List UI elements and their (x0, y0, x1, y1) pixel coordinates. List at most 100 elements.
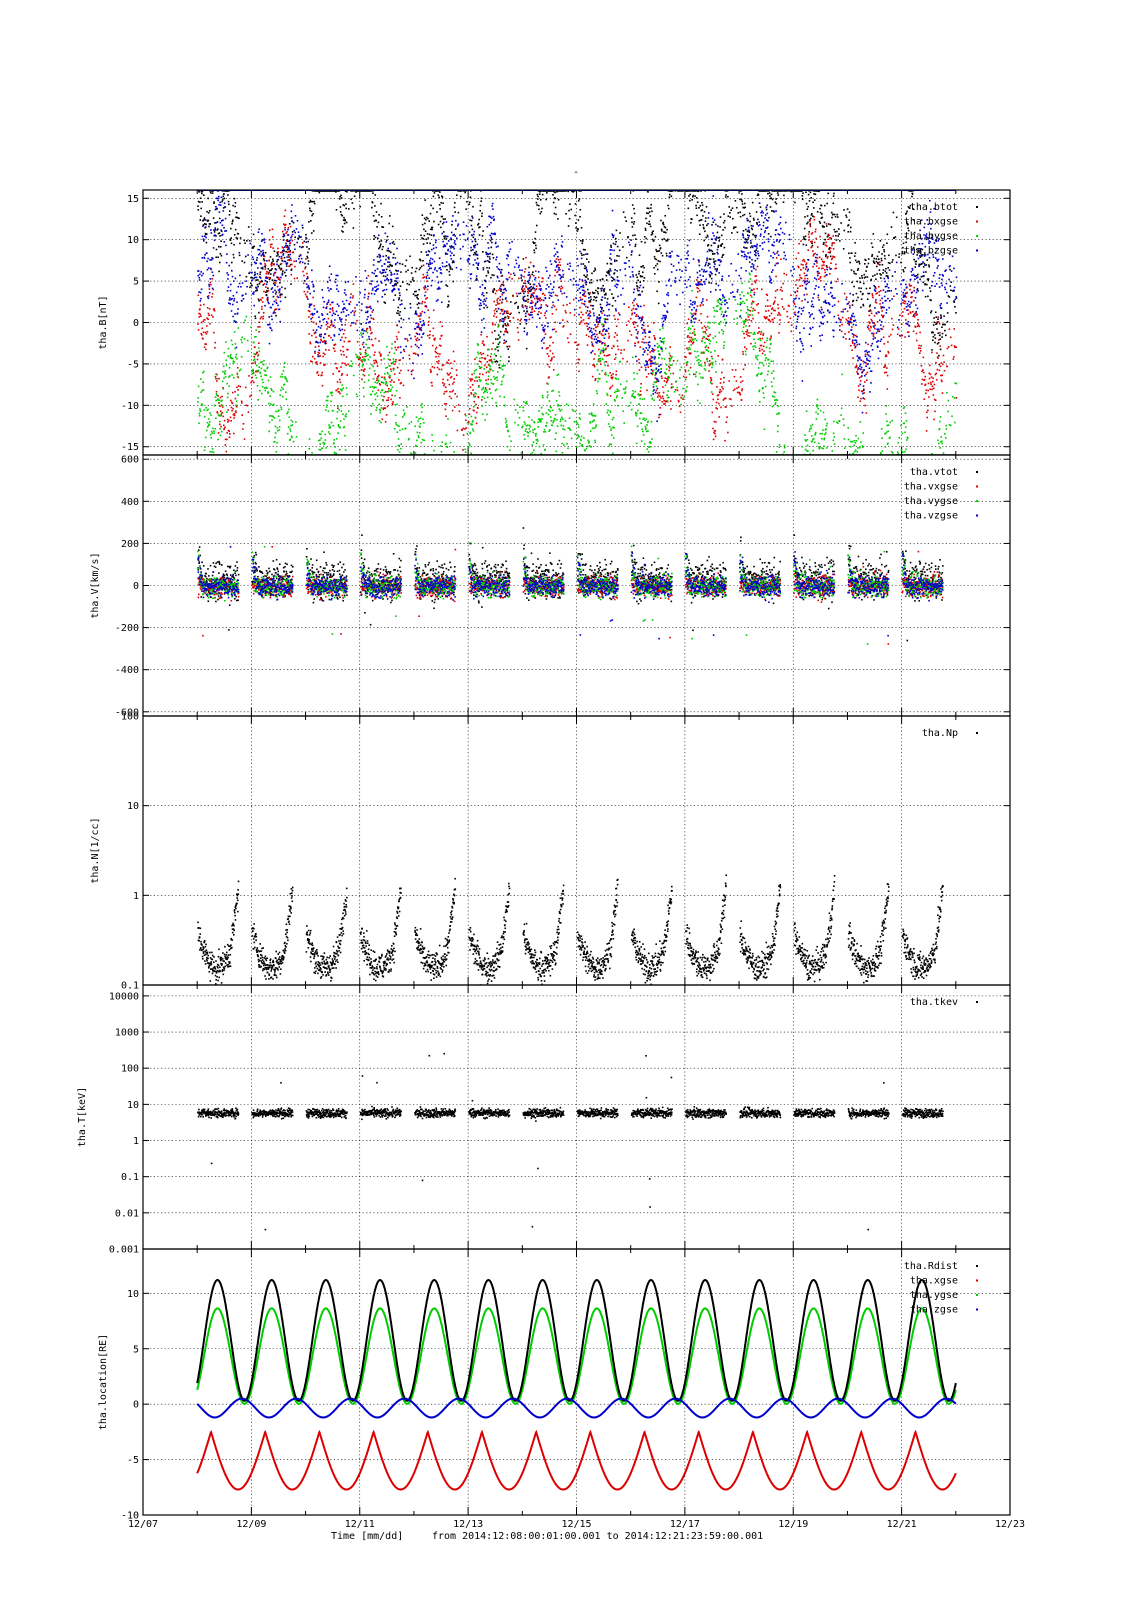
b-point (780, 258, 782, 260)
b-point (271, 243, 273, 246)
b-point (532, 431, 534, 434)
b-point (493, 353, 496, 356)
b-point (333, 344, 336, 346)
b-point (347, 363, 349, 366)
b-point (474, 416, 477, 419)
b-point (417, 293, 419, 296)
b-point (787, 321, 790, 323)
b-point (710, 355, 713, 358)
b-point (747, 332, 750, 334)
b-point (312, 230, 315, 232)
b-point (273, 309, 276, 311)
b-point (766, 294, 769, 296)
b-point (478, 379, 481, 381)
b-point (520, 277, 522, 279)
b-point (806, 208, 809, 210)
b-point (934, 311, 937, 314)
b-point (516, 327, 519, 329)
b-point (236, 367, 239, 369)
b-point (769, 206, 772, 208)
b-point (811, 244, 814, 247)
b-point (672, 360, 675, 362)
b-point (537, 297, 540, 300)
b-point (482, 340, 484, 342)
b-point (207, 312, 210, 315)
b-point (635, 315, 637, 318)
b-point (222, 207, 225, 209)
b-point (525, 286, 528, 288)
b-point (424, 230, 427, 232)
b-point (494, 361, 496, 363)
y-tick-label: -10 (121, 401, 139, 412)
b-point (430, 228, 432, 231)
b-point (376, 275, 378, 277)
b-point (387, 249, 390, 252)
b-point (212, 427, 214, 430)
b-point (561, 287, 564, 289)
b-point (605, 274, 608, 277)
b-point (446, 361, 448, 364)
b-point (456, 429, 459, 432)
b-point (917, 273, 919, 276)
b-point (503, 318, 506, 321)
b-point (706, 259, 708, 261)
b-point (258, 347, 260, 349)
b-point (904, 251, 906, 253)
b-point (730, 209, 732, 211)
b-point (450, 245, 453, 247)
b-point (356, 395, 359, 398)
b-point (648, 330, 651, 332)
b-point (340, 194, 342, 197)
b-point (612, 277, 614, 279)
b-point (255, 279, 257, 281)
b-point (221, 200, 223, 203)
b-point (832, 202, 835, 205)
b-point (561, 292, 563, 295)
b-point (276, 427, 279, 429)
b-point (462, 427, 465, 430)
b-point (919, 256, 922, 258)
b-point (444, 253, 447, 255)
b-point (361, 360, 363, 363)
b-point (249, 286, 251, 289)
b-point (935, 379, 938, 381)
b-point (374, 236, 377, 239)
b-point (389, 390, 392, 392)
b-point (933, 383, 936, 386)
b-point (207, 219, 210, 222)
b-point (546, 422, 548, 424)
b-point (301, 242, 304, 244)
b-point (199, 308, 201, 310)
b-point (274, 268, 277, 270)
b-point (837, 314, 839, 317)
b-point (902, 242, 905, 245)
b-point (477, 351, 479, 354)
b-point (395, 349, 398, 351)
b-point (584, 249, 586, 251)
b-point (920, 255, 923, 257)
b-point (438, 344, 441, 347)
b-point (923, 378, 926, 381)
b-point (345, 356, 348, 358)
b-point (536, 224, 538, 227)
b-point (706, 234, 709, 237)
b-point (812, 265, 814, 268)
b-point (406, 338, 408, 340)
b-point (583, 295, 586, 297)
b-point (637, 341, 640, 343)
b-point (667, 204, 669, 207)
b-point (489, 368, 491, 370)
b-point (485, 251, 487, 254)
b-point (638, 273, 640, 275)
b-point (851, 252, 853, 254)
b-point (398, 451, 401, 453)
b-point (288, 265, 291, 267)
b-point (225, 364, 228, 367)
b-point (829, 247, 832, 250)
b-point (404, 427, 407, 430)
b-point (775, 202, 778, 205)
b-point (755, 279, 758, 282)
b-point (447, 304, 450, 307)
b-point (615, 259, 618, 262)
b-point (507, 324, 510, 327)
